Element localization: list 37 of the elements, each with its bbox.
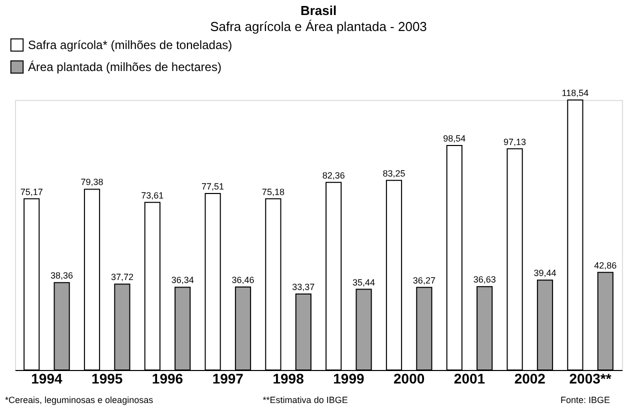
x-tick-label: 2001 xyxy=(454,370,486,386)
data-label: 36,46 xyxy=(232,274,254,285)
chart-subtitle: Safra agrícola e Área plantada - 2003 xyxy=(210,19,427,34)
data-label: 82,36 xyxy=(322,170,345,180)
x-tick-label: 1996 xyxy=(152,370,184,386)
x-tick-label: 1999 xyxy=(333,370,364,386)
legend-label: Área plantada (milhões de hectares) xyxy=(28,60,222,74)
data-label: 118,54 xyxy=(562,88,589,98)
x-tick-label: 2003** xyxy=(569,370,612,386)
data-label: 37,72 xyxy=(110,272,134,282)
data-label: 36,27 xyxy=(412,275,436,286)
data-label: 77,51 xyxy=(202,181,224,192)
data-label: 97,13 xyxy=(504,136,526,147)
data-label: 33,37 xyxy=(292,282,315,292)
data-label: 98,54 xyxy=(443,134,466,144)
x-tick-label: 1997 xyxy=(212,370,244,386)
data-label: 36,63 xyxy=(473,274,496,285)
data-label: 79,38 xyxy=(80,177,104,188)
data-label: 83,25 xyxy=(382,168,406,178)
chart-title: Brasil xyxy=(300,3,337,18)
x-tick-label: 2000 xyxy=(394,370,425,386)
x-tick-label: 1998 xyxy=(272,370,304,386)
data-label: 75,17 xyxy=(20,186,43,197)
data-label: 73,61 xyxy=(141,190,164,200)
x-tick-label: 1995 xyxy=(92,370,123,386)
text: *Cereais, leguminosas e oleaginosas xyxy=(5,395,154,405)
data-label: 75,18 xyxy=(262,186,284,197)
data-label: 35,44 xyxy=(352,277,376,288)
x-tick-label: 2002 xyxy=(514,370,546,386)
data-label: 36,34 xyxy=(171,275,194,286)
x-tick-label: 1994 xyxy=(31,370,62,386)
data-label: 39,44 xyxy=(534,268,556,278)
data-label: 42,86 xyxy=(594,260,617,270)
text: **Estimativa do IBGE xyxy=(262,395,348,405)
data-label: 38,36 xyxy=(50,270,74,281)
legend-label: Safra agrícola* (milhões de toneladas) xyxy=(28,38,232,52)
source-note: Fonte: IBGE xyxy=(560,395,610,405)
